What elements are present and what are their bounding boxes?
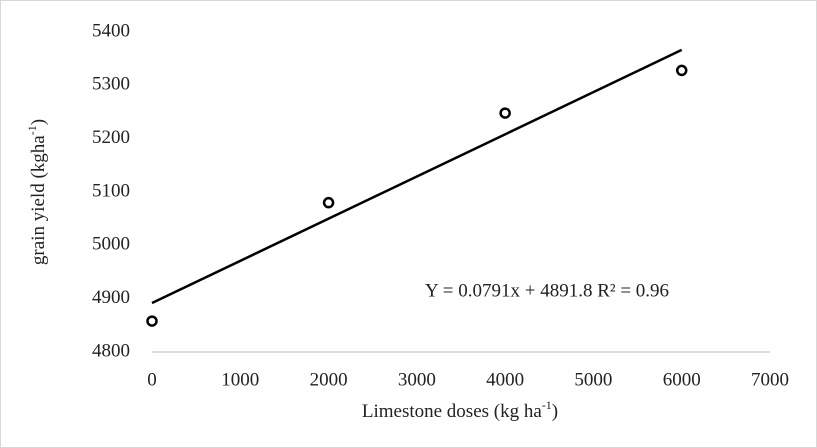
y-tick-label: 5300: [92, 74, 130, 95]
y-tick-label: 4800: [92, 340, 130, 361]
y-tick-label: 5400: [92, 20, 130, 41]
point: [322, 196, 335, 209]
y-axis-label: grain yield (kgha-1): [25, 119, 50, 265]
x-axis-label-text: ): [552, 401, 558, 422]
point: [675, 64, 688, 77]
y-tick-label: 5100: [92, 180, 130, 201]
x-tick-label: 5000: [574, 369, 612, 390]
x-axis-label: Limestone doses (kg ha-1): [362, 398, 558, 423]
point: [499, 107, 511, 119]
x-tick-label: 0: [147, 369, 157, 390]
x-axis-label-sup: -1: [542, 398, 552, 412]
y-axis-label-sup: -1: [25, 125, 39, 135]
trendline: [151, 48, 683, 305]
annotation: Y = 0.0791x + 4891.8 R² = 0.96: [425, 280, 669, 301]
x-tick-label: 2000: [310, 369, 348, 390]
x-tick-label: 4000: [486, 369, 524, 390]
y-axis-label-text: grain yield (kgha: [28, 135, 49, 265]
x-tick-label: 6000: [663, 369, 701, 390]
y-tick-label: 4900: [92, 287, 130, 308]
x-tick-label: 3000: [398, 369, 436, 390]
point: [146, 315, 158, 327]
y-tick-label: 5000: [92, 234, 130, 255]
y-tick-label: 5200: [92, 127, 130, 148]
x-tick-label: 7000: [751, 369, 789, 390]
x-axis-label-text: Limestone doses (kg ha: [362, 401, 543, 422]
y-axis-label-text: ): [28, 119, 49, 125]
x-tick-label: 1000: [221, 369, 259, 390]
